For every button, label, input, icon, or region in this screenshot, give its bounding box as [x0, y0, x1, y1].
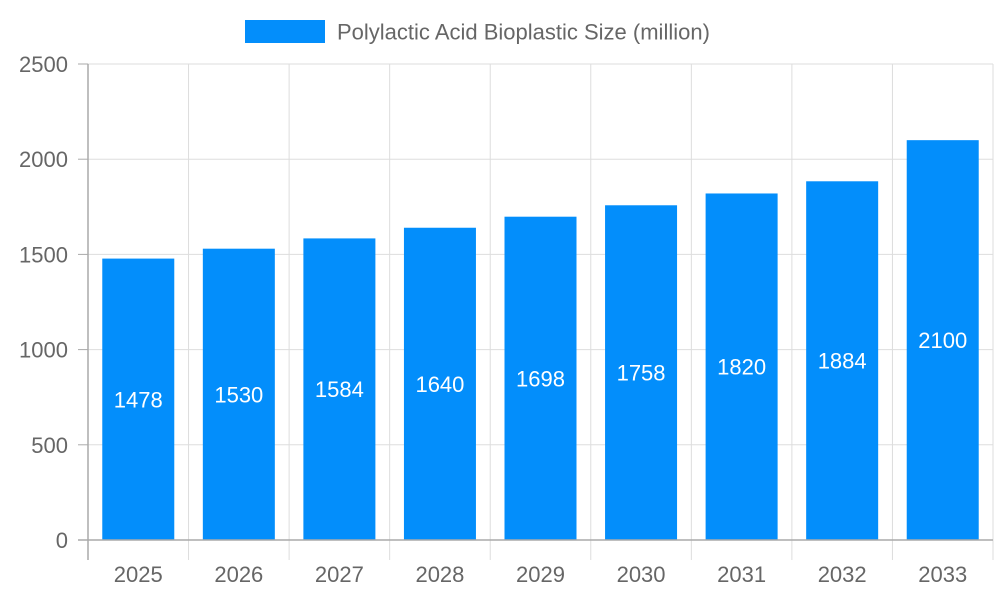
y-tick-label: 1500 — [19, 242, 68, 267]
data-label: 1478 — [114, 387, 163, 412]
x-tick-label: 2028 — [415, 562, 464, 587]
data-label: 1884 — [818, 349, 867, 374]
data-label: 1698 — [516, 366, 565, 391]
x-tick-label: 2032 — [818, 562, 867, 587]
x-tick-label: 2030 — [617, 562, 666, 587]
data-label: 1530 — [214, 382, 263, 407]
y-tick-label: 500 — [31, 433, 68, 458]
bar — [906, 140, 979, 540]
y-tick-label: 2000 — [19, 147, 68, 172]
bar — [705, 193, 778, 541]
data-label: 2100 — [918, 328, 967, 353]
bar — [403, 227, 476, 540]
x-tick-label: 2031 — [717, 562, 766, 587]
x-tick-label: 2027 — [315, 562, 364, 587]
data-label: 1820 — [717, 355, 766, 380]
bar — [605, 205, 678, 540]
bar — [504, 216, 577, 540]
y-tick-label: 1000 — [19, 338, 68, 363]
data-label: 1758 — [617, 361, 666, 386]
legend[interactable]: Polylactic Acid Bioplastic Size (million… — [245, 20, 710, 45]
data-label: 1640 — [415, 372, 464, 397]
bars: 1478 1530 1584 1640 1698 1758 1820 1884 2100 — [102, 140, 979, 541]
x-tick-label: 2026 — [214, 562, 263, 587]
x-tick-label: 2025 — [114, 562, 163, 587]
legend-label: Polylactic Acid Bioplastic Size (million… — [337, 20, 710, 45]
bar — [806, 181, 879, 540]
bar — [303, 238, 376, 540]
bar — [102, 258, 175, 540]
bar — [202, 248, 275, 541]
y-tick-label: 2500 — [19, 52, 68, 77]
legend-swatch — [245, 20, 325, 43]
y-tick-label: 0 — [56, 528, 68, 553]
x-tick-label: 2029 — [516, 562, 565, 587]
axes: 0 500 1000 1500 2000 2500 2025 2026 2027 2028 2029… — [19, 52, 993, 587]
data-label: 1584 — [315, 377, 364, 402]
x-tick-label: 2033 — [918, 562, 967, 587]
